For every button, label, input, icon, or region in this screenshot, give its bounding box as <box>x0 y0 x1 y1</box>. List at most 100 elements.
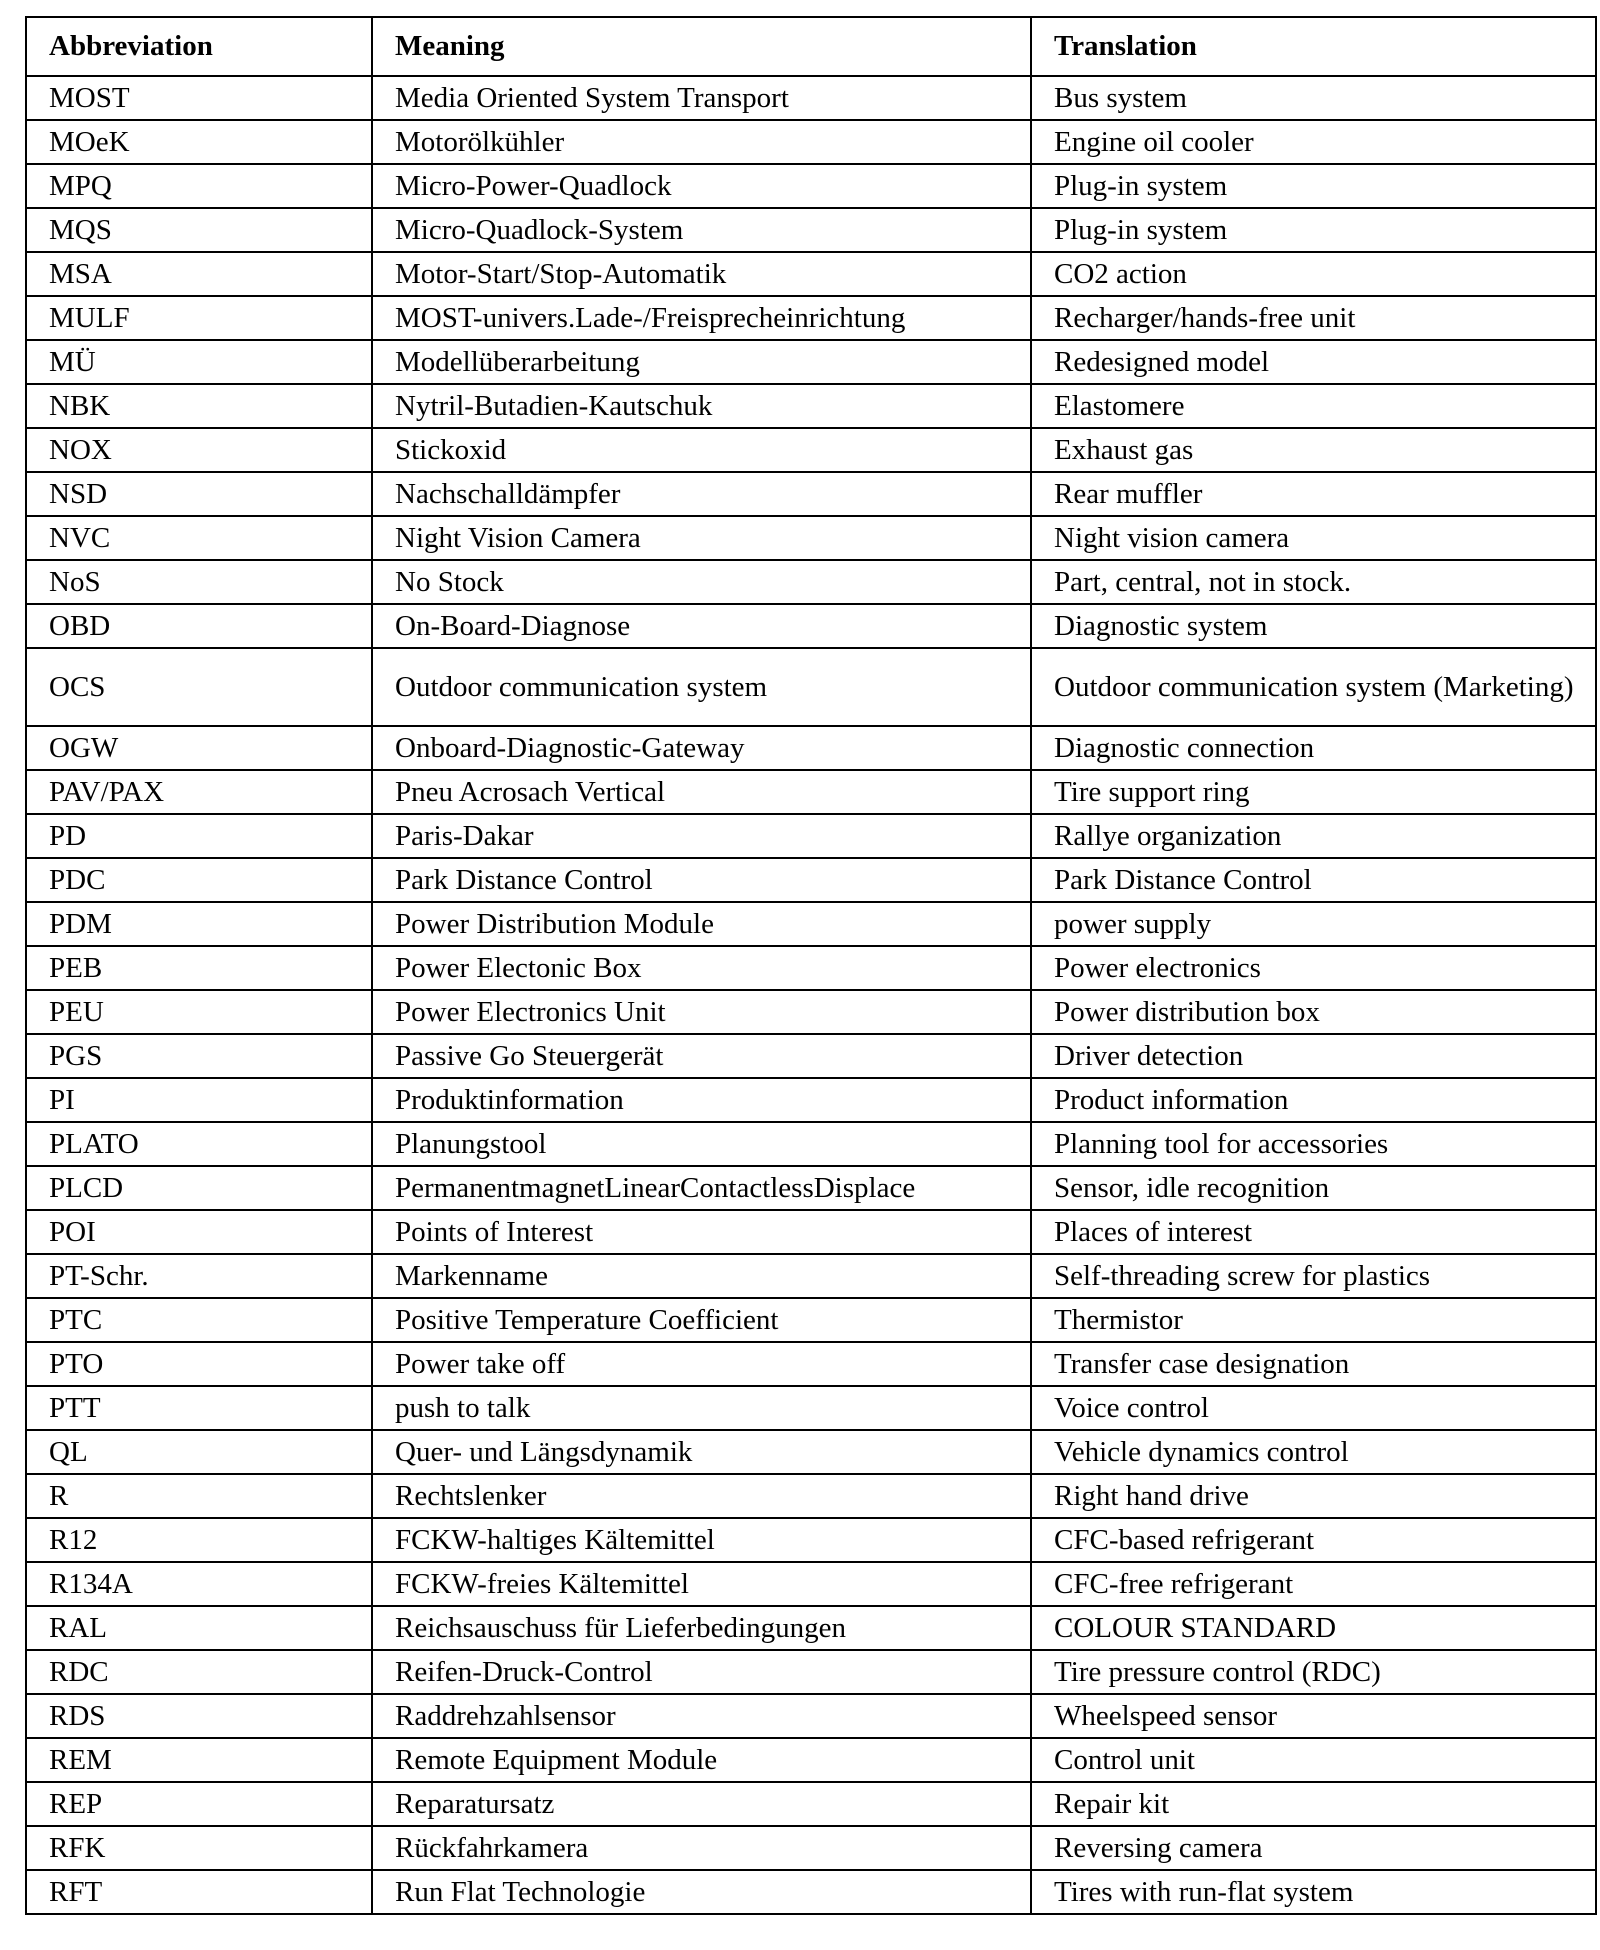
translation-cell: Rallye organization <box>1030 813 1597 859</box>
abbreviation-cell: PI <box>25 1077 373 1123</box>
table-row: MOeK Motorölkühler Engine oil cooler <box>25 119 1597 165</box>
header-abbreviation: Abbreviation <box>25 16 373 77</box>
table-row: NSD Nachschalldämpfer Rear muffler <box>25 471 1597 517</box>
translation-cell: Reversing camera <box>1030 1825 1597 1871</box>
translation-cell: Outdoor communication system (Marketing) <box>1030 647 1597 727</box>
meaning-cell: Power Distribution Module <box>371 901 1032 947</box>
abbreviation-cell: RDS <box>25 1693 373 1739</box>
abbreviation-cell: PDM <box>25 901 373 947</box>
table-row: REP Reparatursatz Repair kit <box>25 1781 1597 1827</box>
table-row: PLCD PermanentmagnetLinearContactlessDisp… <box>25 1165 1597 1211</box>
meaning-cell: Reichsauschuss für Lieferbedingungen <box>371 1605 1032 1651</box>
meaning-cell: Power take off <box>371 1341 1032 1387</box>
meaning-cell: Night Vision Camera <box>371 515 1032 561</box>
meaning-cell: Modellüberarbeitung <box>371 339 1032 385</box>
table-row: RDS Raddrehzahlsensor Wheelspeed sensor <box>25 1693 1597 1739</box>
abbreviation-cell: R <box>25 1473 373 1519</box>
meaning-cell: Micro-Quadlock-System <box>371 207 1032 253</box>
meaning-cell: FCKW-freies Kältemittel <box>371 1561 1032 1607</box>
table-row: PI Produktinformation Product information <box>25 1077 1597 1123</box>
translation-cell: Park Distance Control <box>1030 857 1597 903</box>
meaning-cell: MOST-univers.Lade-/Freisprecheinrichtung <box>371 295 1032 341</box>
table-row: RDC Reifen-Druck-Control Tire pressure con… <box>25 1649 1597 1695</box>
abbreviation-cell: OGW <box>25 725 373 771</box>
table-row: PDM Power Distribution Module power supply <box>25 901 1597 947</box>
meaning-cell: Positive Temperature Coefficient <box>371 1297 1032 1343</box>
abbreviation-cell: PLATO <box>25 1121 373 1167</box>
table-row: RFK Rückfahrkamera Reversing camera <box>25 1825 1597 1871</box>
meaning-cell: Nachschalldämpfer <box>371 471 1032 517</box>
abbreviation-cell: R12 <box>25 1517 373 1563</box>
table-row: NBK Nytril-Butadien-Kautschuk Elastomere <box>25 383 1597 429</box>
table-row: MQS Micro-Quadlock-System Plug-in system <box>25 207 1597 253</box>
translation-cell: Diagnostic system <box>1030 603 1597 649</box>
translation-cell: Tire pressure control (RDC) <box>1030 1649 1597 1695</box>
meaning-cell: FCKW-haltiges Kältemittel <box>371 1517 1032 1563</box>
table-row: OBD On-Board-Diagnose Diagnostic system <box>25 603 1597 649</box>
abbreviation-cell: OCS <box>25 647 373 727</box>
translation-cell: Wheelspeed sensor <box>1030 1693 1597 1739</box>
abbreviation-cell: OBD <box>25 603 373 649</box>
abbreviation-cell: PGS <box>25 1033 373 1079</box>
translation-cell: CFC-based refrigerant <box>1030 1517 1597 1563</box>
translation-cell: Redesigned model <box>1030 339 1597 385</box>
table-row: R12 FCKW-haltiges Kältemittel CFC-based re… <box>25 1517 1597 1563</box>
translation-cell: Night vision camera <box>1030 515 1597 561</box>
translation-cell: Driver detection <box>1030 1033 1597 1079</box>
table-row: NVC Night Vision Camera Night vision camer… <box>25 515 1597 561</box>
table-row: PEU Power Electronics Unit Power distribut… <box>25 989 1597 1035</box>
meaning-cell: Onboard-Diagnostic-Gateway <box>371 725 1032 771</box>
table-row: MÜ Modellüberarbeitung Redesigned model <box>25 339 1597 385</box>
table-row: OGW Onboard-Diagnostic-Gateway Diagnostic … <box>25 725 1597 771</box>
table-row: PT-Schr. Markenname Self-threading screw f… <box>25 1253 1597 1299</box>
meaning-cell: Produktinformation <box>371 1077 1032 1123</box>
translation-cell: Rear muffler <box>1030 471 1597 517</box>
table-row: MULF MOST-univers.Lade-/Freisprecheinrich… <box>25 295 1597 341</box>
abbreviation-cell: PTT <box>25 1385 373 1431</box>
abbreviation-cell: MÜ <box>25 339 373 385</box>
table-row: PGS Passive Go Steuergerät Driver detectio… <box>25 1033 1597 1079</box>
abbreviation-cell: MPQ <box>25 163 373 209</box>
abbreviation-cell: MOeK <box>25 119 373 165</box>
abbreviation-cell: POI <box>25 1209 373 1255</box>
meaning-cell: Paris-Dakar <box>371 813 1032 859</box>
translation-cell: Elastomere <box>1030 383 1597 429</box>
meaning-cell: Motorölkühler <box>371 119 1032 165</box>
abbreviation-cell: PDC <box>25 857 373 903</box>
translation-cell: Planning tool for accessories <box>1030 1121 1597 1167</box>
meaning-cell: Motor-Start/Stop-Automatik <box>371 251 1032 297</box>
translation-cell: Repair kit <box>1030 1781 1597 1827</box>
table-row: RFT Run Flat Technologie Tires with run-fl… <box>25 1869 1597 1915</box>
abbreviation-cell: PEB <box>25 945 373 991</box>
table-row: MPQ Micro-Power-Quadlock Plug-in system <box>25 163 1597 209</box>
meaning-cell: Planungstool <box>371 1121 1032 1167</box>
table-row: PLATO Planungstool Planning tool for acces… <box>25 1121 1597 1167</box>
translation-cell: Recharger/hands-free unit <box>1030 295 1597 341</box>
meaning-cell: Passive Go Steuergerät <box>371 1033 1032 1079</box>
meaning-cell: Markenname <box>371 1253 1032 1299</box>
meaning-cell: Nytril-Butadien-Kautschuk <box>371 383 1032 429</box>
translation-cell: Plug-in system <box>1030 163 1597 209</box>
translation-cell: Self-threading screw for plastics <box>1030 1253 1597 1299</box>
table-row: MOST Media Oriented System Transport Bus s… <box>25 75 1597 121</box>
abbreviation-cell: PEU <box>25 989 373 1035</box>
table-row: PD Paris-Dakar Rallye organization <box>25 813 1597 859</box>
abbreviation-cell: MQS <box>25 207 373 253</box>
translation-cell: Part, central, not in stock. <box>1030 559 1597 605</box>
abbreviation-cell: R134A <box>25 1561 373 1607</box>
meaning-cell: Rückfahrkamera <box>371 1825 1032 1871</box>
translation-cell: Plug-in system <box>1030 207 1597 253</box>
translation-cell: Power distribution box <box>1030 989 1597 1035</box>
translation-cell: Thermistor <box>1030 1297 1597 1343</box>
meaning-cell: No Stock <box>371 559 1032 605</box>
abbreviation-cell: MSA <box>25 251 373 297</box>
meaning-cell: Reifen-Druck-Control <box>371 1649 1032 1695</box>
meaning-cell: Pneu Acrosach Vertical <box>371 769 1032 815</box>
meaning-cell: Micro-Power-Quadlock <box>371 163 1032 209</box>
translation-cell: Bus system <box>1030 75 1597 121</box>
table-row: PTC Positive Temperature Coefficient Therm… <box>25 1297 1597 1343</box>
table-row: PAV/PAX Pneu Acrosach Vertical Tire suppor… <box>25 769 1597 815</box>
meaning-cell: On-Board-Diagnose <box>371 603 1032 649</box>
abbreviation-cell: NoS <box>25 559 373 605</box>
translation-cell: Engine oil cooler <box>1030 119 1597 165</box>
